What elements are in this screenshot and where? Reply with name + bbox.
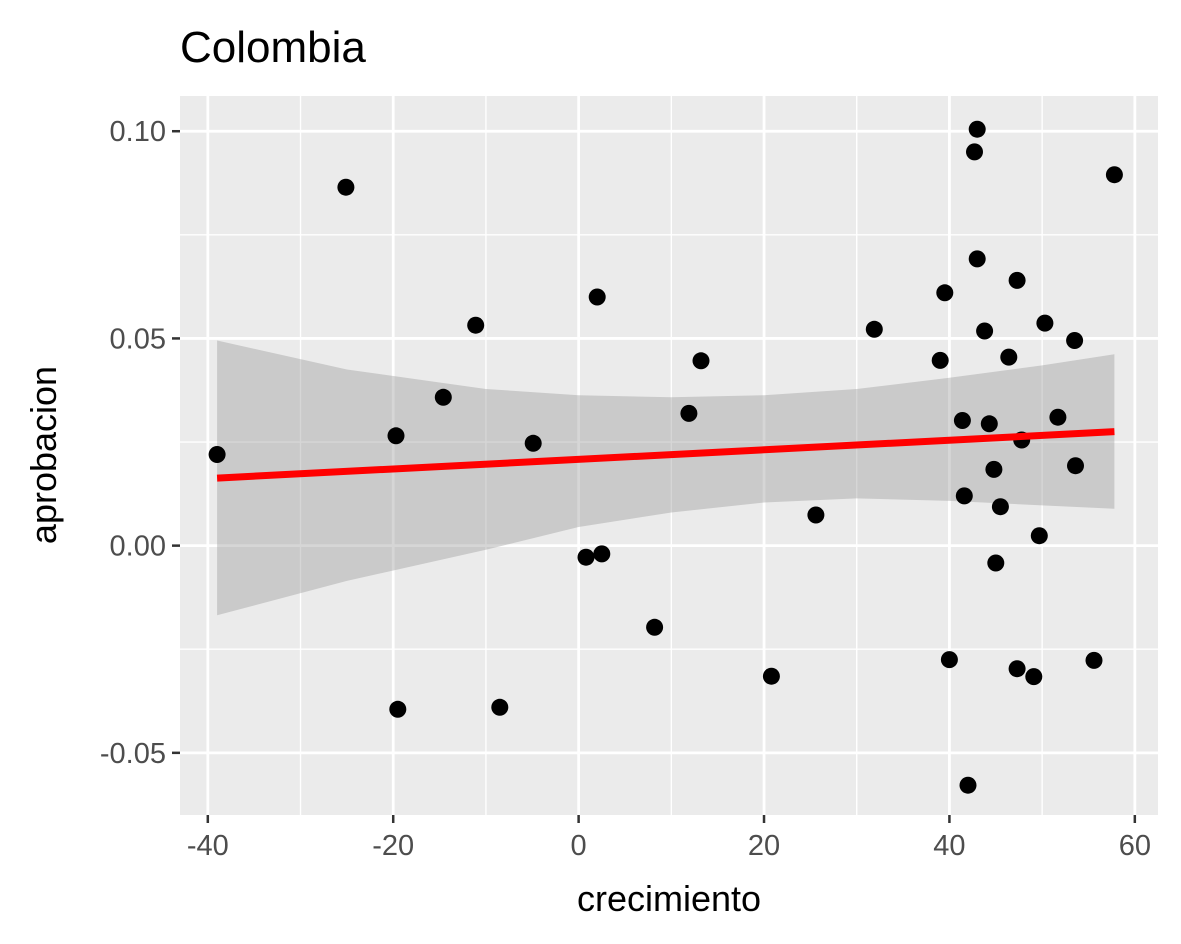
data-point — [968, 250, 986, 268]
data-point — [577, 548, 595, 566]
confidence-band — [217, 340, 1115, 616]
data-point — [1085, 651, 1103, 669]
data-point — [976, 322, 994, 340]
y-tick-label: 0.00 — [110, 531, 166, 563]
data-point — [389, 700, 407, 718]
data-point — [1030, 527, 1048, 545]
data-point — [940, 651, 958, 669]
data-point — [931, 351, 949, 369]
y-tick-label: -0.05 — [100, 738, 166, 770]
data-point — [1105, 166, 1123, 184]
data-point — [588, 288, 606, 306]
x-axis: -40 -20 0 20 40 60 — [187, 815, 1151, 862]
data-point — [337, 178, 355, 196]
data-point — [980, 415, 998, 433]
data-point — [467, 316, 485, 334]
data-point — [865, 320, 883, 338]
data-point — [959, 776, 977, 794]
y-axis-title: aprobacion — [23, 366, 64, 544]
grid-major — [180, 96, 1158, 815]
x-tick-label: 0 — [571, 830, 587, 862]
data-point — [966, 143, 983, 161]
y-axis: -0.05 0.00 0.05 0.10 — [100, 116, 180, 770]
data-point — [524, 434, 542, 452]
regression-line — [216, 428, 1115, 482]
data-points — [208, 120, 1123, 794]
data-point — [987, 554, 1005, 572]
x-axis-title: crecimiento — [577, 878, 761, 919]
data-point — [985, 460, 1003, 478]
data-point — [953, 412, 971, 429]
data-point — [955, 487, 973, 505]
data-point — [680, 404, 698, 422]
y-tick-label: 0.10 — [110, 116, 166, 148]
data-point — [1067, 457, 1084, 475]
data-point — [1025, 668, 1043, 686]
data-point — [936, 284, 954, 302]
x-tick-label: -20 — [372, 830, 414, 862]
data-point — [593, 545, 611, 563]
data-point — [807, 506, 825, 524]
data-point — [646, 618, 664, 636]
data-point — [208, 446, 226, 463]
data-point — [968, 120, 986, 138]
data-point — [1000, 348, 1018, 366]
data-point — [1066, 332, 1084, 349]
data-point — [1008, 271, 1026, 289]
data-point — [434, 388, 452, 406]
x-tick-label: 40 — [933, 830, 965, 862]
data-point — [491, 698, 509, 716]
x-tick-label: -40 — [187, 830, 229, 862]
data-point — [1036, 314, 1054, 332]
y-tick-label: 0.05 — [110, 323, 166, 355]
data-point — [991, 498, 1009, 516]
data-point — [387, 427, 405, 445]
data-point — [1008, 660, 1026, 678]
data-point — [762, 667, 780, 685]
data-point — [692, 352, 710, 370]
chart-title: Colombia — [180, 23, 366, 72]
data-point — [1049, 408, 1067, 426]
x-tick-label: 20 — [748, 830, 780, 862]
x-tick-label: 60 — [1119, 830, 1151, 862]
